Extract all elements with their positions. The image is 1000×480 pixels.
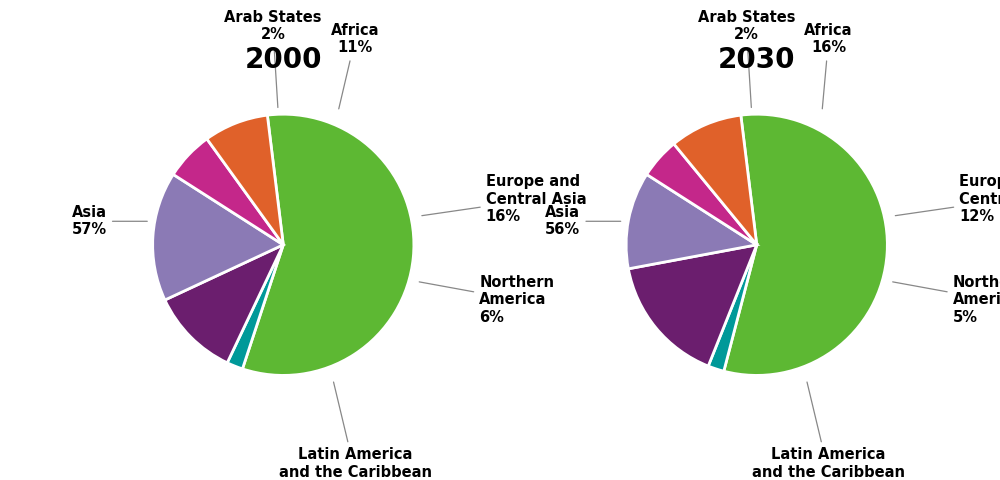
Title: 2000: 2000 (245, 46, 322, 73)
Wedge shape (674, 115, 757, 245)
Wedge shape (173, 139, 283, 245)
Text: Arab States
2%: Arab States 2% (224, 10, 322, 108)
Text: Europe and
Central Asia
12%: Europe and Central Asia 12% (895, 174, 1000, 224)
Wedge shape (207, 115, 283, 245)
Text: Asia
56%: Asia 56% (545, 205, 621, 238)
Text: Europe and
Central Asia
16%: Europe and Central Asia 16% (422, 174, 586, 224)
Text: Africa
16%: Africa 16% (804, 23, 853, 109)
Wedge shape (165, 245, 283, 363)
Text: Latin America
and the Caribbean
8%: Latin America and the Caribbean 8% (279, 382, 432, 480)
Wedge shape (153, 174, 283, 300)
Wedge shape (626, 174, 757, 269)
Wedge shape (647, 144, 757, 245)
Text: Asia
57%: Asia 57% (72, 205, 147, 238)
Title: 2030: 2030 (718, 46, 795, 73)
Wedge shape (242, 114, 414, 375)
Text: Africa
11%: Africa 11% (331, 23, 379, 109)
Text: Latin America
and the Caribbean
9%: Latin America and the Caribbean 9% (752, 382, 905, 480)
Wedge shape (708, 245, 757, 371)
Wedge shape (724, 114, 887, 375)
Wedge shape (628, 245, 757, 366)
Wedge shape (227, 245, 283, 369)
Text: Arab States
2%: Arab States 2% (698, 10, 795, 108)
Text: Northern
America
6%: Northern America 6% (419, 275, 554, 324)
Text: Northern
America
5%: Northern America 5% (893, 275, 1000, 324)
